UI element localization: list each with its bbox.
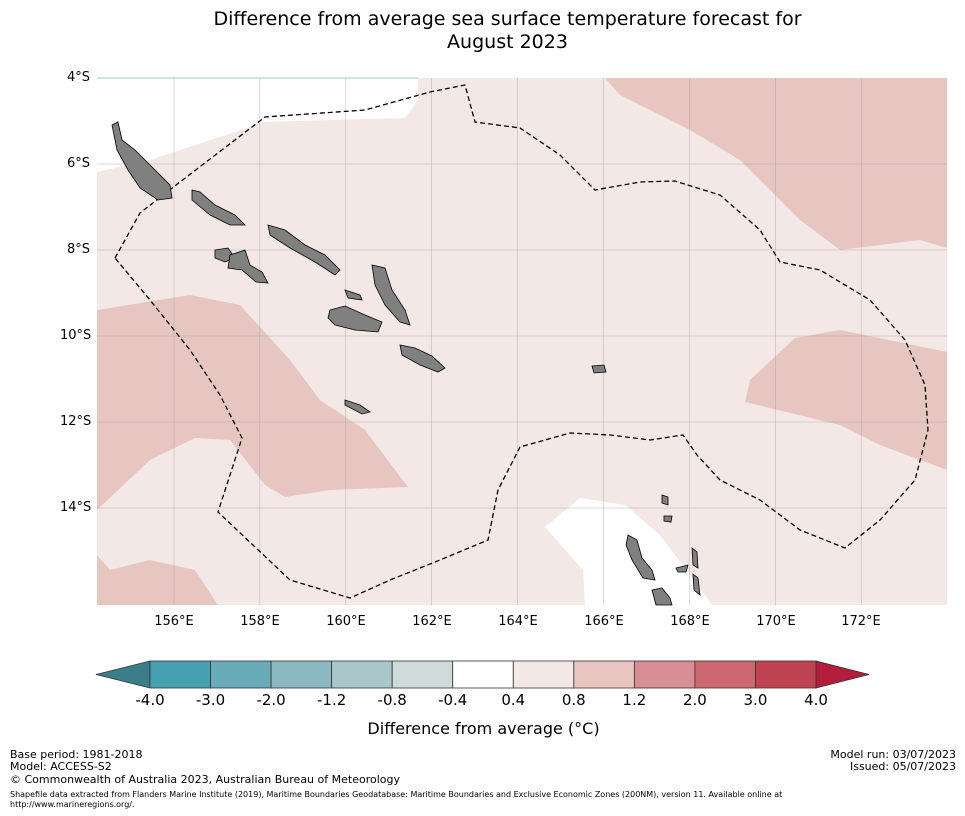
island-banks bbox=[663, 515, 673, 523]
title-line-1: Difference from average sea surface temp… bbox=[213, 8, 802, 30]
lon-tick: 164°E bbox=[498, 614, 538, 629]
colorbar-tick: -1.2 bbox=[316, 691, 347, 709]
colorbar-label: Difference from average (°C) bbox=[367, 719, 600, 738]
island-malaita bbox=[371, 264, 411, 326]
colorbar-extend-low bbox=[95, 660, 151, 689]
colorbar-tick: -2.0 bbox=[256, 691, 286, 709]
colorbar-tick: 4.0 bbox=[804, 691, 828, 709]
island-malakula bbox=[651, 587, 673, 606]
colorbar-tick: -3.0 bbox=[195, 691, 226, 709]
colorbar-swatch bbox=[452, 660, 514, 689]
island-guadalcanal bbox=[327, 305, 383, 333]
chart-title: Difference from average sea surface temp… bbox=[0, 8, 965, 54]
lon-tick: 156°E bbox=[154, 614, 194, 629]
footer-left: Base period: 1981-2018 Model: ACCESS-S2 … bbox=[10, 749, 400, 786]
lon-tick: 172°E bbox=[841, 614, 881, 629]
lat-tick: 12°S bbox=[60, 414, 92, 429]
colorbar-tick: 1.2 bbox=[622, 691, 647, 709]
lat-tick: 4°S bbox=[66, 70, 90, 85]
region-neutral-northwest bbox=[97, 78, 418, 172]
colorbar-extend-high bbox=[815, 660, 870, 689]
base-period: Base period: 1981-2018 bbox=[10, 748, 143, 761]
lat-tick: 14°S bbox=[60, 500, 92, 515]
island-choiseul bbox=[191, 189, 246, 226]
colorbar-swatch bbox=[210, 660, 272, 689]
island-pentecost bbox=[675, 564, 689, 573]
colorbar-swatch bbox=[755, 660, 817, 689]
colorbar-tick: 0.8 bbox=[561, 691, 586, 709]
colorbar-swatch bbox=[633, 660, 696, 689]
colorbar-tick: 0.4 bbox=[501, 691, 526, 709]
island-torres bbox=[661, 494, 669, 506]
shapefile-credit: Shapefile data extracted from Flanders M… bbox=[10, 790, 910, 810]
eez-boundary bbox=[114, 84, 929, 599]
issued-date: Issued: 05/07/2023 bbox=[849, 760, 956, 773]
colorbar-swatch bbox=[694, 660, 756, 689]
lon-tick: 158°E bbox=[240, 614, 280, 629]
lon-tick: 168°E bbox=[670, 614, 710, 629]
colorbar-tick: 3.0 bbox=[743, 691, 768, 709]
colorbar-swatch bbox=[149, 660, 211, 689]
islands bbox=[111, 121, 701, 606]
island-santa-isabel bbox=[267, 224, 341, 276]
lat-tick: 10°S bbox=[60, 328, 92, 343]
shapefile-line-1: Shapefile data extracted from Flanders M… bbox=[10, 790, 783, 799]
island-rennell bbox=[344, 399, 371, 415]
lat-tick: 6°S bbox=[66, 156, 90, 171]
island-maewo bbox=[691, 547, 699, 569]
colorbar-tick: -0.8 bbox=[377, 691, 407, 709]
island-makira bbox=[399, 344, 446, 373]
colorbar-swatch bbox=[573, 660, 635, 689]
region-warm-southwest bbox=[97, 555, 218, 605]
colorbar-tick: -0.4 bbox=[438, 691, 468, 709]
footer-right: Model run: 03/07/2023 Issued: 05/07/2023 bbox=[830, 749, 956, 773]
colorbar-swatch bbox=[512, 660, 575, 689]
lon-tick: 162°E bbox=[412, 614, 452, 629]
island-bougainville bbox=[111, 121, 173, 201]
model-name: Model: ACCESS-S2 bbox=[10, 760, 112, 773]
lat-tick: 8°S bbox=[66, 242, 90, 257]
island-vella bbox=[227, 249, 269, 284]
island-espiritu-santo bbox=[625, 534, 656, 581]
lon-tick: 170°E bbox=[756, 614, 796, 629]
island-ambae bbox=[692, 573, 701, 596]
shapefile-line-2: http://www.marineregions.org/. bbox=[10, 800, 135, 809]
island-santa-cruz bbox=[591, 364, 607, 374]
model-run: Model run: 03/07/2023 bbox=[830, 748, 956, 761]
copyright: © Commonwealth of Australia 2023, Austra… bbox=[10, 773, 400, 786]
lon-tick: 160°E bbox=[326, 614, 366, 629]
region-warm-east bbox=[745, 330, 947, 470]
colorbar-tick: 2.0 bbox=[682, 691, 707, 709]
colorbar-tick: -4.0 bbox=[135, 691, 165, 709]
title-line-2: August 2023 bbox=[447, 31, 568, 53]
colorbar-swatch bbox=[391, 660, 454, 689]
colorbar-swatch bbox=[270, 660, 333, 689]
colorbar bbox=[95, 660, 870, 689]
colorbar-swatch bbox=[331, 660, 393, 689]
island-russell bbox=[344, 289, 363, 301]
lon-tick: 166°E bbox=[584, 614, 624, 629]
region-warm-west bbox=[97, 295, 408, 510]
